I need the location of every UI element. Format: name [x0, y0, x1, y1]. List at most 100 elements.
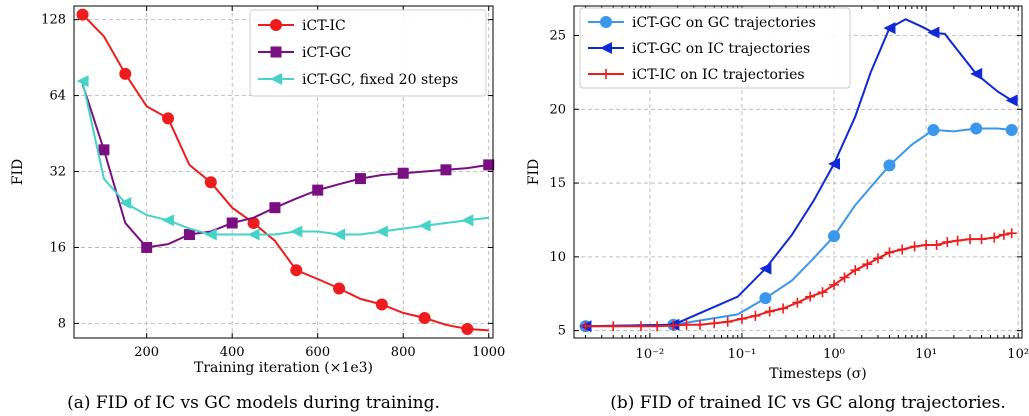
legend-marker	[600, 16, 612, 28]
data-point	[440, 164, 452, 176]
x-tick-label: 400	[220, 345, 245, 360]
data-point	[764, 306, 775, 317]
data-point	[897, 244, 908, 255]
data-point	[418, 219, 431, 232]
data-point	[162, 214, 175, 227]
data-point	[759, 292, 772, 305]
y-tick-label: 32	[49, 165, 66, 180]
data-point	[652, 321, 663, 332]
data-point	[1005, 123, 1018, 136]
y-tick-label: 64	[49, 89, 66, 104]
data-point	[183, 229, 195, 241]
data-point	[375, 225, 388, 238]
legend-marker	[270, 73, 282, 85]
data-point	[119, 197, 132, 210]
data-point	[736, 313, 747, 324]
series-line	[585, 18, 1013, 328]
chart-a: 200 400 600 800 1000 8 16 32 64 128 Training itera…	[10, 5, 505, 413]
legend-item: iCT-GC	[258, 45, 351, 61]
caption: (b) FID of trained IC vs GC along trajec…	[610, 393, 1006, 413]
legend-box	[249, 9, 487, 97]
data-point	[965, 234, 976, 245]
data-point	[269, 202, 281, 214]
data-point	[805, 291, 816, 302]
data-point	[375, 298, 388, 311]
data-point	[927, 123, 940, 136]
y-tick-label: 10	[549, 250, 566, 265]
data-point	[668, 320, 679, 331]
data-point	[862, 259, 873, 270]
data-point	[989, 232, 1000, 243]
data-point	[839, 272, 850, 283]
data-point	[970, 67, 983, 80]
data-point	[709, 318, 720, 329]
data-point	[750, 310, 761, 321]
data-point	[418, 312, 431, 325]
x-axis-label: Timesteps (σ)	[769, 366, 867, 382]
data-point	[883, 22, 896, 35]
data-point	[829, 279, 840, 290]
data-point	[76, 75, 89, 88]
x-tick-label: 10⁻²	[636, 347, 665, 362]
data-point	[722, 316, 733, 327]
legend-item: iCT-GC, fixed 20 steps	[258, 72, 458, 88]
legend: iCT-GC on GC trajectories iCT-GC on IC tr…	[579, 7, 851, 89]
data-point	[98, 144, 110, 156]
y-tick-label: 16	[49, 240, 66, 255]
data-point	[931, 240, 942, 251]
data-point	[909, 241, 920, 252]
data-point	[1005, 94, 1018, 107]
legend-label: iCT-GC on GC trajectories	[632, 15, 816, 31]
data-point	[461, 214, 474, 227]
data-point	[290, 264, 303, 277]
data-point	[778, 303, 789, 314]
x-tick-label: 800	[391, 345, 416, 360]
data-point	[884, 247, 895, 258]
data-point	[608, 321, 619, 332]
x-tick-label: 10⁻¹	[728, 347, 757, 362]
data-point	[397, 167, 409, 179]
legend: iCT-IC iCT-GC iCT-GC, fixed 20 steps	[249, 9, 487, 97]
data-point	[141, 241, 153, 253]
series-3	[76, 75, 489, 241]
data-point	[970, 122, 983, 135]
x-tick-label: 10²	[1007, 347, 1029, 362]
data-point	[883, 159, 896, 172]
data-point	[204, 176, 217, 189]
series-line	[81, 80, 489, 236]
y-tick-label: 8	[58, 316, 66, 331]
data-point	[354, 173, 366, 185]
series-3	[580, 228, 1017, 332]
y-tick-label: 128	[41, 13, 66, 28]
y-axis-label: FID	[10, 159, 26, 185]
data-point	[998, 229, 1009, 240]
data-point	[635, 321, 646, 332]
data-point	[247, 217, 260, 230]
data-point	[461, 322, 474, 335]
series-line	[585, 232, 1012, 328]
data-point	[850, 265, 861, 276]
data-point	[580, 321, 591, 332]
x-axis-label: Training iteration (×1e3)	[194, 360, 373, 376]
data-point	[759, 262, 772, 275]
series-line	[585, 127, 1012, 328]
x-tick-label: 10⁰	[823, 347, 845, 362]
y-tick-label: 5	[558, 324, 566, 339]
data-point	[312, 184, 324, 196]
series-2	[579, 18, 1018, 333]
data-point	[290, 225, 303, 238]
y-tick-label: 25	[549, 29, 566, 44]
data-point	[483, 159, 495, 171]
data-point	[872, 253, 883, 264]
data-point	[817, 287, 828, 298]
y-tick-label: 15	[549, 176, 566, 191]
data-point	[942, 237, 953, 248]
data-point	[921, 240, 932, 251]
data-point	[76, 8, 89, 21]
legend-marker	[270, 46, 282, 58]
data-point	[828, 157, 841, 170]
data-point	[681, 319, 692, 330]
x-tick-label: 10¹	[915, 347, 937, 362]
x-tick-label: 600	[305, 345, 330, 360]
